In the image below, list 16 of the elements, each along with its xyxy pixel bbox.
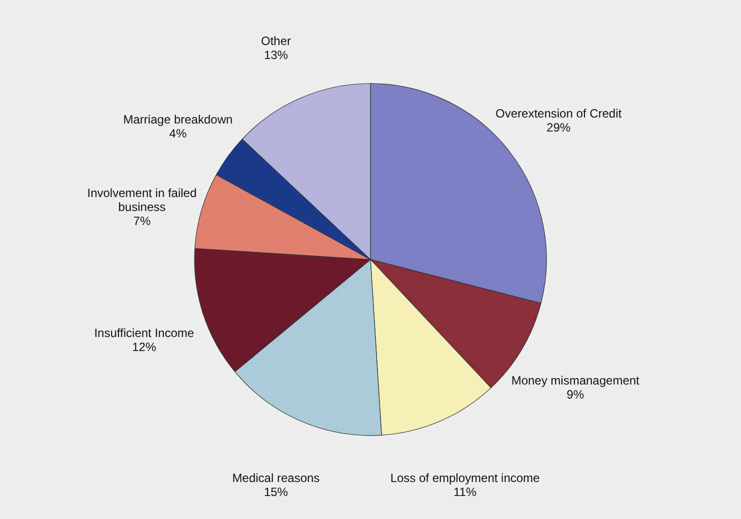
data-label: 4%: [169, 126, 187, 141]
data-label: 9%: [566, 388, 584, 402]
slice-label: Overextension of Credit: [496, 106, 622, 121]
data-label: 13%: [264, 48, 288, 62]
slice-label: Money mismanagement: [511, 374, 640, 388]
slice-label: Insufficient Income: [94, 326, 194, 340]
data-label: 15%: [264, 484, 288, 499]
data-label: 7%: [133, 214, 151, 228]
slice-label: Loss of employment income: [390, 470, 540, 485]
data-label: 12%: [132, 340, 156, 354]
data-label: 29%: [546, 120, 571, 135]
slice-label: Involvement in failed business: [87, 186, 197, 214]
slice-label: Other: [260, 34, 291, 48]
slice-label: Marriage breakdown: [123, 112, 233, 127]
slice-label: Medical reasons: [232, 470, 320, 485]
data-label: 11%: [453, 484, 477, 499]
